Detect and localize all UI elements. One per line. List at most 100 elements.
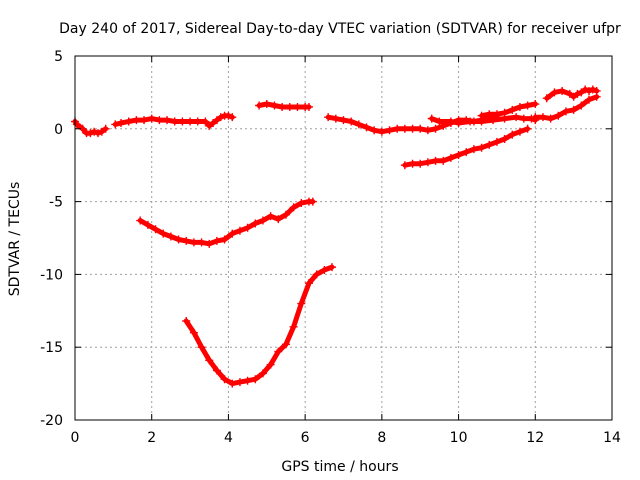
- axis-ticks: 0 2 4 6 8 10 12 14 5 0 -5 -10 -15 -20: [40, 49, 621, 446]
- data-point: [274, 215, 283, 224]
- data-point: [251, 375, 260, 384]
- data-point: [304, 279, 313, 288]
- data-series-3: [255, 100, 313, 111]
- data-point: [182, 236, 191, 245]
- data-point: [182, 316, 191, 325]
- data-point: [197, 238, 206, 247]
- data-point: [124, 117, 133, 126]
- data-point: [251, 219, 260, 228]
- data-point: [370, 126, 379, 135]
- data-point: [492, 110, 501, 119]
- data-point: [186, 117, 195, 126]
- data-point: [201, 117, 210, 126]
- x-tick-label: 4: [224, 430, 233, 446]
- data-point: [435, 117, 444, 126]
- data-series-4: [324, 113, 501, 136]
- data-point: [569, 105, 578, 114]
- data-point: [304, 102, 313, 111]
- data-point: [554, 111, 563, 120]
- data-point: [72, 120, 81, 129]
- data-point: [558, 86, 567, 95]
- data-point: [446, 153, 455, 162]
- data-point: [462, 148, 471, 157]
- data-point: [266, 212, 275, 221]
- data-point: [243, 223, 252, 232]
- data-point: [431, 124, 440, 133]
- data-point: [289, 203, 298, 212]
- data-point: [166, 232, 175, 241]
- chart-title: Day 240 of 2017, Sidereal Day-to-day VTE…: [59, 21, 621, 37]
- data-point: [255, 101, 264, 110]
- data-point: [220, 375, 229, 384]
- data-point: [159, 229, 168, 238]
- data-series-7: [542, 85, 601, 103]
- grid-lines: [75, 56, 612, 420]
- data-point: [320, 266, 329, 275]
- data-point: [297, 299, 306, 308]
- data-point: [289, 322, 298, 331]
- data-point: [174, 235, 183, 244]
- data-point: [205, 356, 214, 365]
- data-point: [531, 113, 540, 122]
- y-axis-label: SDTVAR / TECUs: [7, 182, 23, 297]
- data-point: [485, 110, 494, 119]
- data-point: [258, 369, 267, 378]
- data-point: [90, 127, 99, 136]
- y-tick-label: -20: [40, 413, 63, 429]
- data-point: [385, 126, 394, 135]
- data-point: [278, 102, 287, 111]
- data-point: [477, 143, 486, 152]
- x-tick-label: 8: [377, 430, 386, 446]
- x-tick-label: 6: [301, 430, 310, 446]
- data-point: [101, 124, 110, 133]
- data-point: [262, 100, 271, 109]
- data-point: [512, 113, 521, 122]
- data-point: [400, 161, 409, 170]
- series-trail: [137, 199, 316, 247]
- data-series-6: [477, 100, 540, 120]
- data-point: [136, 216, 145, 225]
- data-point: [573, 89, 582, 98]
- data-point: [500, 108, 509, 117]
- data-point: [454, 151, 463, 160]
- data-point: [400, 124, 409, 133]
- data-point: [508, 105, 517, 114]
- data-point: [324, 113, 333, 122]
- data-point: [86, 129, 95, 138]
- data-point: [515, 127, 524, 136]
- data-point: [140, 116, 149, 125]
- data-point: [362, 123, 371, 132]
- data-point: [151, 225, 160, 234]
- data-point: [393, 124, 402, 133]
- data-point: [274, 347, 283, 356]
- data-point: [469, 145, 478, 154]
- x-tick-label: 14: [603, 430, 621, 446]
- data-point: [508, 130, 517, 139]
- y-tick-label: -5: [49, 195, 63, 211]
- data-point: [466, 117, 475, 126]
- y-tick-label: -10: [40, 267, 63, 283]
- data-point: [94, 129, 103, 138]
- data-series-10: [136, 197, 317, 248]
- y-tick-label: 0: [54, 122, 63, 138]
- data-point: [523, 101, 532, 110]
- x-tick-label: 0: [71, 430, 80, 446]
- data-point: [212, 236, 221, 245]
- data-point: [538, 113, 547, 122]
- data-point: [312, 270, 321, 279]
- data-series-1: [71, 117, 110, 138]
- y-tick-label: 5: [54, 49, 63, 65]
- x-tick-label: 10: [450, 430, 468, 446]
- data-point: [235, 226, 244, 235]
- data-point: [427, 114, 436, 123]
- data-point: [111, 120, 120, 129]
- y-tick-label: -15: [40, 340, 63, 356]
- data-point: [331, 114, 340, 123]
- data-point: [228, 113, 237, 122]
- data-point: [266, 360, 275, 369]
- data-point: [423, 126, 432, 135]
- data-point: [216, 113, 225, 122]
- data-point: [220, 235, 229, 244]
- data-point: [584, 95, 593, 104]
